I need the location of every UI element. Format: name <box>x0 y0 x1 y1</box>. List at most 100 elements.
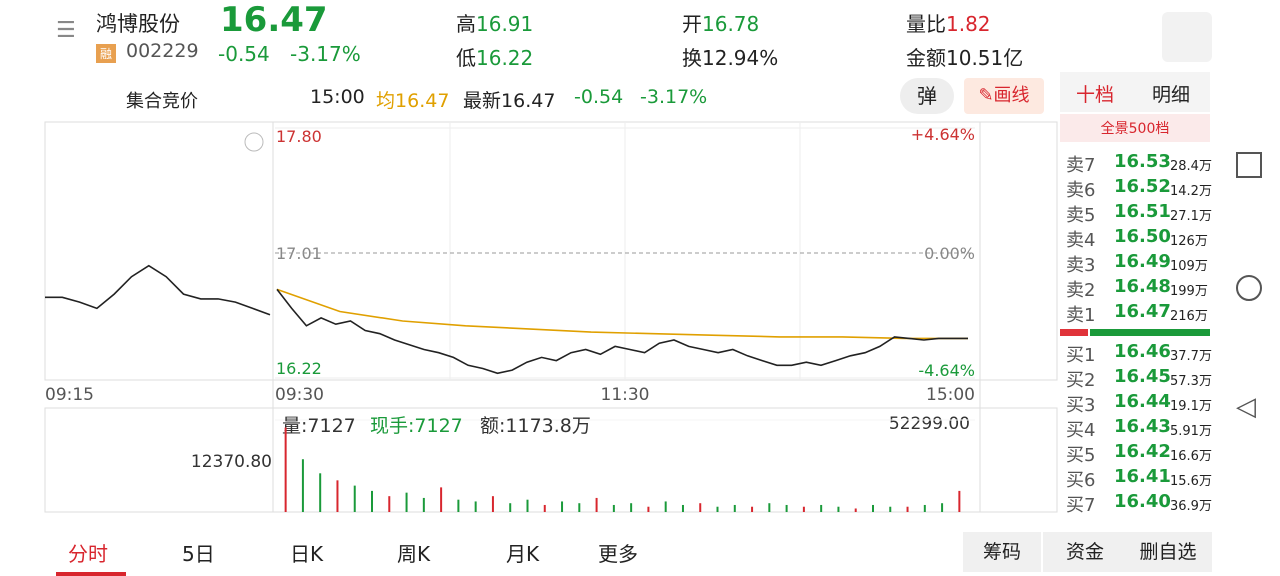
nav-recent[interactable] <box>1236 152 1262 178</box>
y-tick-label: 52299.00 <box>889 414 970 434</box>
label: 换 <box>682 46 702 70</box>
label: 卖3 <box>1066 255 1096 276</box>
label: 画线 <box>993 85 1030 106</box>
time: 15:00 <box>310 86 365 108</box>
ratio-bar <box>1060 329 1088 336</box>
pct-label: +4.64% <box>911 125 975 144</box>
value: 16.91 <box>476 12 534 36</box>
auction-label: 集合竞价 <box>126 91 198 112</box>
nav-home[interactable] <box>1236 275 1262 301</box>
book-row: 卖2 16.48 199万 <box>1066 276 1212 301</box>
time-label: 15:00 <box>926 385 975 405</box>
label: 买3 <box>1066 395 1096 416</box>
pct-label: -4.64% <box>918 361 975 380</box>
label: 买7 <box>1066 495 1096 516</box>
volume: 36.9万 <box>1170 499 1212 514</box>
volume: 14.2万 <box>1170 184 1212 199</box>
tab[interactable]: 日K <box>290 542 324 566</box>
tab[interactable]: 周K <box>397 542 431 566</box>
pct-label: 0.00% <box>924 244 975 263</box>
menu-icon[interactable]: ☰ <box>56 18 76 43</box>
book-row: 买4 16.43 5.91万 <box>1066 416 1212 441</box>
price: 16.47 <box>1114 301 1171 322</box>
avg-line <box>276 288 968 340</box>
device-button[interactable] <box>1162 12 1212 62</box>
price: 16.46 <box>1114 341 1171 362</box>
draw-button[interactable]: ✎画线 <box>964 78 1044 114</box>
value: 16.78 <box>702 12 760 36</box>
book-tabs <box>1060 72 1210 112</box>
label: 卖7 <box>1066 155 1096 176</box>
book-row: 卖7 16.53 28.4万 <box>1066 151 1212 176</box>
volume-label: 12370.80 <box>191 452 272 472</box>
tab[interactable]: 更多 <box>598 542 638 566</box>
price: 16.50 <box>1114 226 1171 247</box>
volume: 16.6万 <box>1170 449 1212 464</box>
change: -0.54 <box>574 86 624 108</box>
action-button[interactable]: 筹码 <box>963 532 1041 572</box>
price: 16.51 <box>1114 201 1171 222</box>
volume: 5.91万 <box>1170 424 1212 439</box>
frame <box>44 121 1058 381</box>
book-row: 卖6 16.52 14.2万 <box>1066 176 1212 201</box>
volume: 109万 <box>1170 259 1208 274</box>
book-row: 卖5 16.51 27.1万 <box>1066 201 1212 226</box>
book-row: 买1 16.46 37.7万 <box>1066 341 1212 366</box>
label: 均 <box>376 90 396 112</box>
price: 16.44 <box>1114 391 1171 412</box>
price-line <box>276 288 968 375</box>
tab[interactable]: 十档 <box>1076 84 1115 106</box>
badge: 融 <box>96 44 117 63</box>
ratio-bar <box>1090 329 1210 336</box>
label: 卖6 <box>1066 180 1096 201</box>
label: 买5 <box>1066 445 1096 466</box>
volume-text: 量:7127 <box>282 415 356 437</box>
price: 16.40 <box>1114 491 1171 512</box>
value: 1.82 <box>946 12 991 36</box>
popup-button[interactable]: 弹 <box>900 78 954 114</box>
label: 卖5 <box>1066 205 1096 226</box>
hand-text: 现手:7127 <box>370 415 463 437</box>
book-row: 卖1 16.47 216万 <box>1066 301 1212 326</box>
price: 16.41 <box>1114 466 1171 487</box>
y-tick-label: 16.22 <box>276 359 322 378</box>
label: 卖4 <box>1066 230 1096 251</box>
label: 买1 <box>1066 345 1096 366</box>
tab[interactable]: 明细 <box>1152 84 1191 106</box>
tab[interactable]: 分时 <box>68 542 108 566</box>
book-row: 卖3 16.49 109万 <box>1066 251 1212 276</box>
volume: 15.6万 <box>1170 474 1212 489</box>
time-label: 11:30 <box>601 385 650 405</box>
stock-name: 鸿博股份 <box>96 12 180 36</box>
y-tick-label: 17.80 <box>276 127 322 146</box>
action-button[interactable]: 删自选 <box>1124 532 1212 572</box>
price: 16.53 <box>1114 151 1171 172</box>
label: 量比 <box>906 12 946 36</box>
tab[interactable]: 5日 <box>182 542 215 566</box>
nav-back[interactable]: ◁ <box>1236 392 1256 422</box>
label: 低 <box>456 46 476 70</box>
panorama[interactable]: 全景500档 <box>1060 114 1210 142</box>
label: 买2 <box>1066 370 1096 391</box>
auction-line <box>45 264 271 316</box>
action-button[interactable]: 资金 <box>1043 532 1127 572</box>
value: 12.94% <box>702 46 779 70</box>
price: 16.42 <box>1114 441 1171 462</box>
book-row: 卖4 16.50 126万 <box>1066 226 1212 251</box>
tab-indicator <box>56 572 126 576</box>
label: 买6 <box>1066 470 1096 491</box>
volume: 37.7万 <box>1170 349 1212 364</box>
price: 16.43 <box>1114 416 1171 437</box>
volume: 126万 <box>1170 234 1208 249</box>
help-icon[interactable] <box>244 132 264 152</box>
value: 16.47 <box>501 90 556 112</box>
label: 开 <box>682 12 702 36</box>
price: 16.47 <box>220 0 328 40</box>
volume: 199万 <box>1170 284 1208 299</box>
stock-code: 002229 <box>126 40 199 62</box>
tab[interactable]: 月K <box>506 542 540 566</box>
volume: 28.4万 <box>1170 159 1212 174</box>
time-label: 09:30 <box>275 385 324 405</box>
